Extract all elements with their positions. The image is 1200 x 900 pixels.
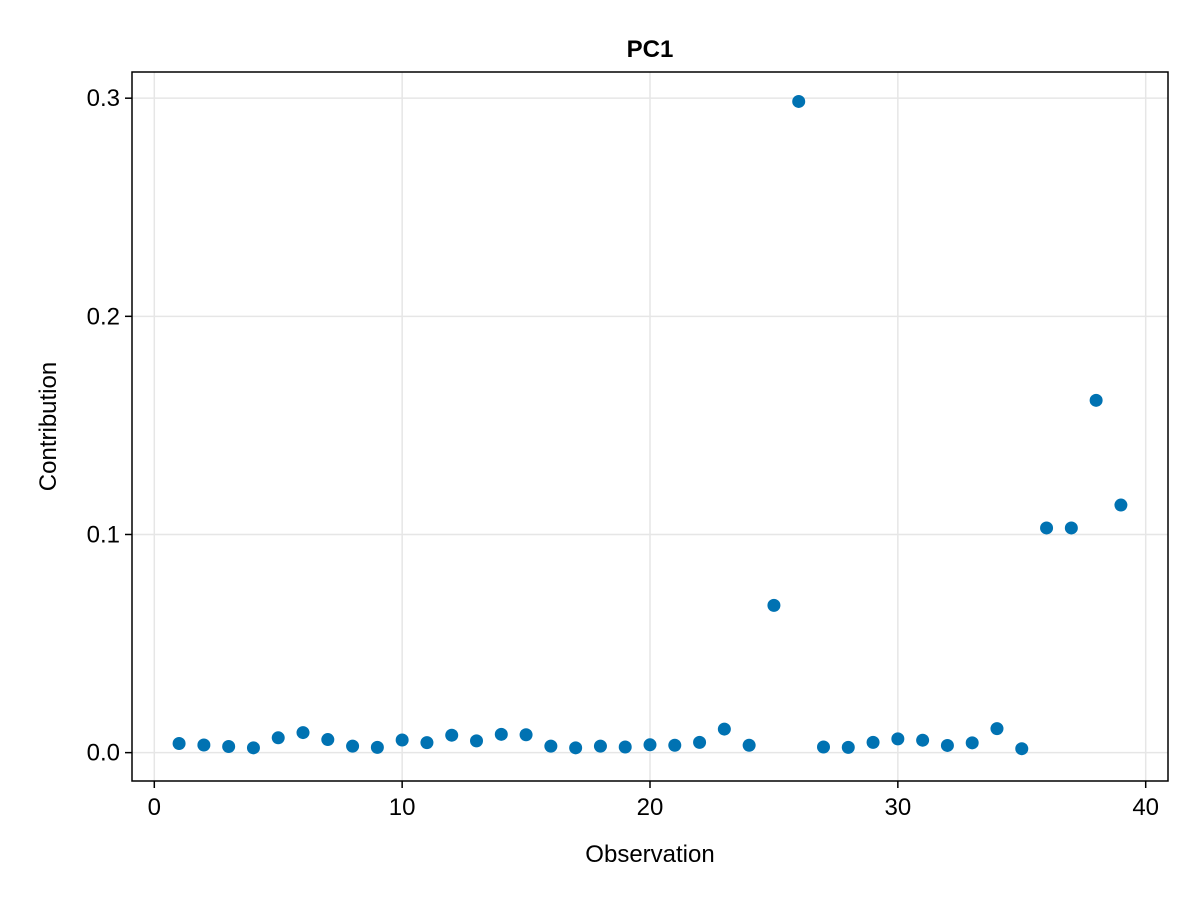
data-point [544, 739, 558, 753]
data-point [816, 740, 830, 754]
x-tick-label: 0 [148, 794, 161, 821]
data-point [519, 728, 533, 742]
data-point [841, 740, 855, 754]
data-point [470, 734, 484, 748]
data-point [445, 728, 459, 742]
x-tick-label: 10 [389, 794, 416, 821]
data-point [792, 94, 806, 108]
data-point [693, 735, 707, 749]
y-tick-label: 0.1 [87, 521, 120, 548]
x-tick-label: 20 [637, 794, 664, 821]
data-point [296, 726, 310, 740]
data-point [742, 738, 756, 752]
data-point [172, 736, 186, 750]
data-point [222, 740, 236, 754]
data-point [321, 733, 335, 747]
data-point [346, 739, 360, 753]
axis-ticks: 0 10 20 30 40 0.0 0.1 0.2 0.3 [87, 85, 1159, 821]
x-tick-label: 30 [884, 794, 911, 821]
data-point [197, 738, 211, 752]
data-point [1015, 742, 1029, 756]
data-point [767, 598, 781, 612]
chart-title: PC1 [627, 36, 674, 63]
data-point [940, 738, 954, 752]
data-point [1114, 498, 1128, 512]
data-point [866, 735, 880, 749]
data-point [420, 736, 434, 750]
data-point [494, 727, 508, 741]
data-point [618, 740, 632, 754]
y-tick-label: 0.3 [87, 85, 120, 112]
data-point [891, 732, 905, 746]
data-point [965, 736, 979, 750]
data-point [569, 741, 583, 755]
y-tick-label: 0.0 [87, 740, 120, 767]
data-point [990, 722, 1004, 736]
x-axis-label: Observation [585, 841, 714, 868]
data-point [395, 733, 409, 747]
data-point [1040, 521, 1054, 535]
data-point [668, 738, 682, 752]
data-point [1064, 521, 1078, 535]
data-point [370, 740, 384, 754]
data-point [271, 731, 285, 745]
y-axis-label: Contribution [35, 362, 62, 491]
data-point [593, 739, 607, 753]
grid-lines [132, 72, 1168, 781]
data-points [172, 94, 1128, 756]
x-tick-label: 40 [1132, 794, 1159, 821]
y-tick-label: 0.2 [87, 303, 120, 330]
data-point [246, 741, 260, 755]
data-point [717, 722, 731, 736]
data-point [1089, 393, 1103, 407]
data-point [643, 738, 657, 752]
data-point [916, 733, 930, 747]
